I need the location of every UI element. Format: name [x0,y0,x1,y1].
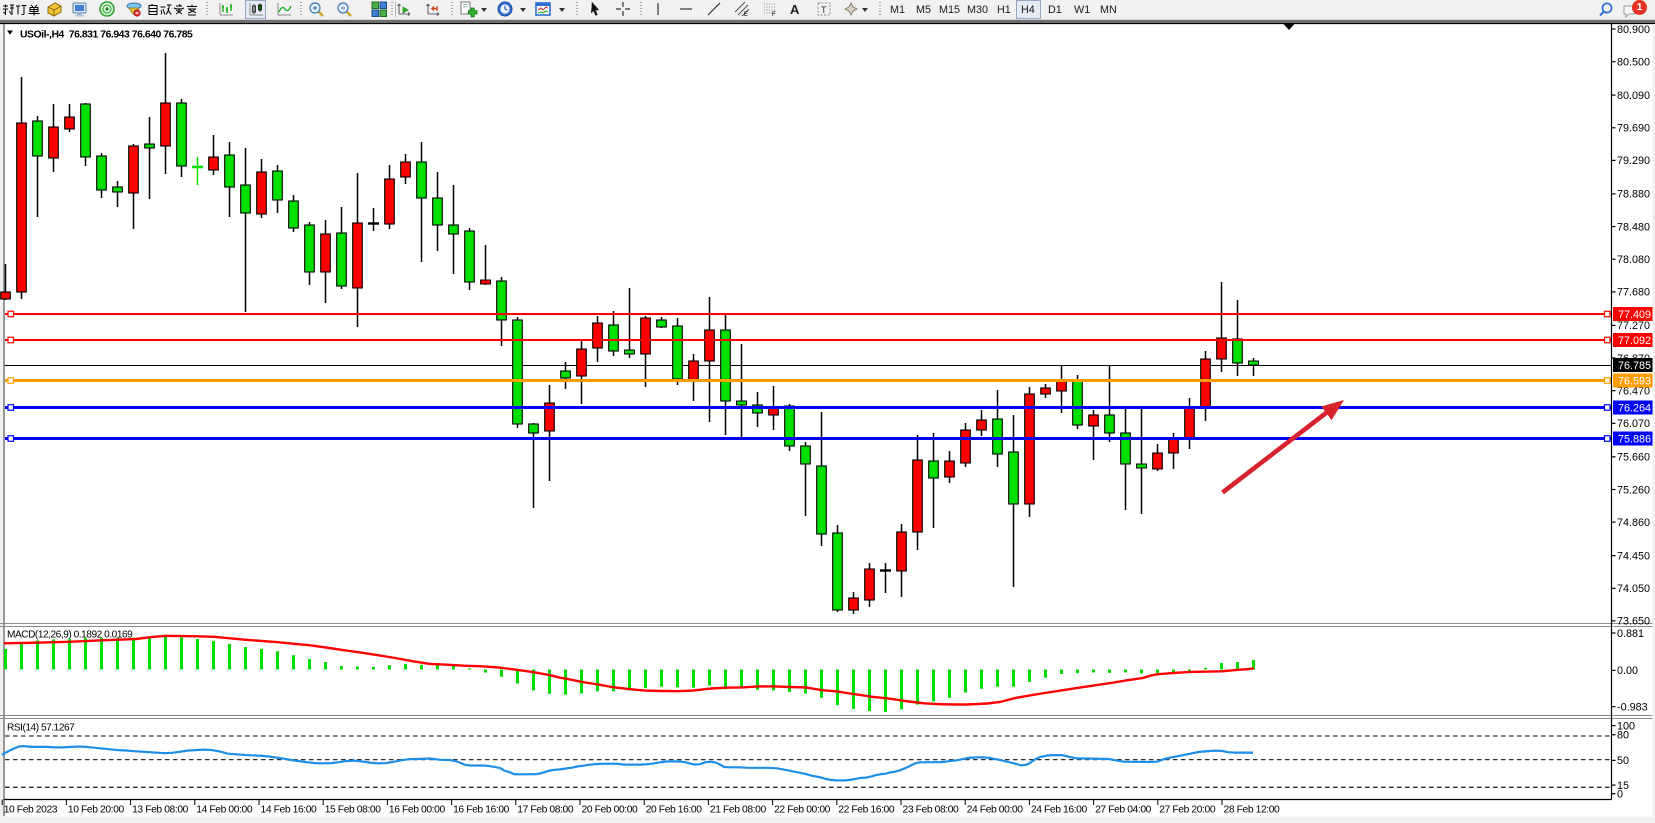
svg-text:0.00: 0.00 [1617,665,1638,677]
svg-text:22 Feb 16:00: 22 Feb 16:00 [838,805,895,816]
svg-text:24 Feb 00:00: 24 Feb 00:00 [967,805,1024,816]
svg-text:MACD(12,26,9) 0.1892 0.0169: MACD(12,26,9) 0.1892 0.0169 [7,630,133,641]
svg-text:27 Feb 04:00: 27 Feb 04:00 [1095,805,1152,816]
svg-text:78.080: 78.080 [1617,254,1650,266]
svg-text:77.680: 77.680 [1617,287,1650,299]
svg-text:22 Feb 00:00: 22 Feb 00:00 [774,805,831,816]
svg-text:T: T [821,5,827,15]
svg-text:75.660: 75.660 [1617,452,1650,464]
svg-text:79.290: 79.290 [1617,155,1650,167]
svg-text:13 Feb 08:00: 13 Feb 08:00 [132,805,189,816]
svg-text:16 Feb 16:00: 16 Feb 16:00 [453,805,510,816]
svg-text:0.881: 0.881 [1617,628,1644,640]
svg-text:74.450: 74.450 [1617,550,1650,562]
svg-text:80.500: 80.500 [1617,57,1650,69]
svg-text:76.470: 76.470 [1617,386,1650,398]
svg-text:76.264: 76.264 [1618,403,1651,415]
svg-text:80: 80 [1617,730,1629,742]
svg-text:10 Feb 20:00: 10 Feb 20:00 [68,805,125,816]
svg-text:78.480: 78.480 [1617,221,1650,233]
svg-text:77.092: 77.092 [1618,335,1651,347]
svg-text:20 Feb 00:00: 20 Feb 00:00 [582,805,639,816]
svg-text:15 Feb 08:00: 15 Feb 08:00 [325,805,382,816]
svg-text:73.650: 73.650 [1617,616,1650,628]
svg-text:50: 50 [1617,755,1629,767]
svg-text:74.050: 74.050 [1617,583,1650,595]
svg-text:RSI(14) 57.1267: RSI(14) 57.1267 [7,723,75,734]
svg-text:-0.983: -0.983 [1617,702,1648,714]
svg-text:80.090: 80.090 [1617,90,1650,102]
svg-text:77.270: 77.270 [1617,320,1650,332]
svg-text:17 Feb 08:00: 17 Feb 08:00 [517,805,574,816]
svg-text:79.690: 79.690 [1617,123,1650,135]
svg-text:74.860: 74.860 [1617,517,1650,529]
svg-text:15: 15 [1617,780,1629,792]
svg-text:27 Feb 20:00: 27 Feb 20:00 [1159,805,1216,816]
svg-text:78.880: 78.880 [1617,189,1650,201]
svg-text:F: F [772,12,776,18]
svg-text:76.070: 76.070 [1617,418,1650,430]
svg-text:14 Feb 16:00: 14 Feb 16:00 [261,805,318,816]
svg-text:100: 100 [1617,720,1635,732]
svg-text:75.886: 75.886 [1618,434,1651,446]
svg-text:80.900: 80.900 [1617,24,1650,36]
svg-text:21 Feb 08:00: 21 Feb 08:00 [710,805,767,816]
svg-text:20 Feb 16:00: 20 Feb 16:00 [646,805,703,816]
svg-text:76.593: 76.593 [1618,376,1651,388]
svg-text:24 Feb 16:00: 24 Feb 16:00 [1031,805,1088,816]
svg-text:10 Feb 2023: 10 Feb 2023 [4,805,58,816]
svg-text:23 Feb 08:00: 23 Feb 08:00 [903,805,960,816]
svg-text:75.260: 75.260 [1617,484,1650,496]
svg-text:16 Feb 00:00: 16 Feb 00:00 [389,805,446,816]
svg-text:USOil-,H4 76.831 76.943 76.64: USOil-,H4 76.831 76.943 76.640 76.785 [20,30,193,41]
svg-text:E: E [744,12,748,18]
svg-text:76.785: 76.785 [1618,360,1651,372]
svg-text:77.409: 77.409 [1618,309,1651,321]
svg-text:14 Feb 00:00: 14 Feb 00:00 [196,805,253,816]
svg-text:0: 0 [1617,789,1623,801]
svg-text:28 Feb 12:00: 28 Feb 12:00 [1224,805,1281,816]
